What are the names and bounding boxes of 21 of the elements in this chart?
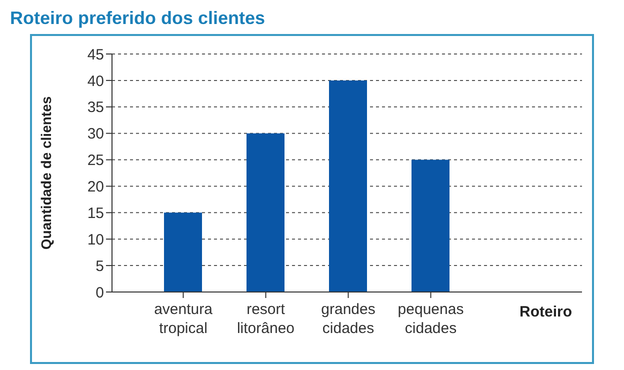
bar [412, 160, 450, 292]
x-tick-label: grandes cidades [321, 301, 376, 337]
bar [246, 133, 284, 292]
y-tick-label: 20 [87, 178, 104, 196]
x-tick-label: resort litorâneo [236, 301, 295, 337]
y-tick-label: 25 [87, 152, 104, 170]
y-tick-label: 5 [96, 258, 104, 275]
x-tick-label: aventura tropical [154, 301, 214, 337]
y-tick-label: 10 [87, 231, 104, 248]
x-axis-title: Roteiro [520, 304, 572, 321]
y-tick-label: 30 [87, 126, 104, 143]
chart-title: Roteiro preferido dos clientes [10, 8, 266, 30]
y-tick-label: 35 [87, 99, 104, 116]
y-tick-label: 15 [87, 204, 104, 222]
bar [329, 80, 367, 292]
y-tick-label: 40 [87, 72, 104, 90]
bar [164, 212, 202, 292]
y-tick-label: 0 [96, 284, 104, 302]
y-tick-label: 45 [87, 46, 104, 64]
x-tick-label: pequenas cidades [398, 301, 464, 337]
y-axis-title: Quantidade de clientes [38, 96, 54, 250]
